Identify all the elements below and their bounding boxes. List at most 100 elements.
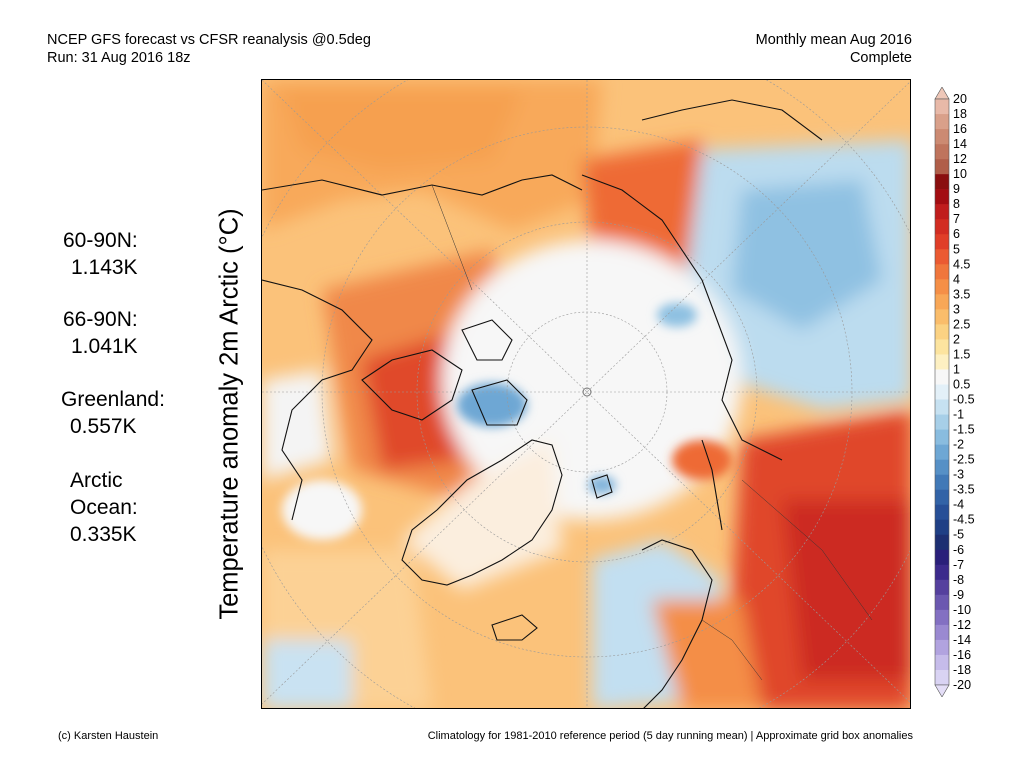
small-anomalies xyxy=(282,303,732,540)
chart-header-right: Monthly mean Aug 2016 Complete xyxy=(756,31,912,67)
color-bar-label: -18 xyxy=(953,663,971,677)
chart-header-left: NCEP GFS forecast vs CFSR reanalysis @0.… xyxy=(47,31,371,67)
color-bar-swatch xyxy=(935,204,949,220)
color-bar-label: 12 xyxy=(953,152,967,166)
model-title: NCEP GFS forecast vs CFSR reanalysis @0.… xyxy=(47,32,371,48)
coastlines xyxy=(262,99,823,708)
color-bar-swatch xyxy=(935,609,949,626)
color-bar-label: -0.5 xyxy=(953,393,975,407)
color-bar-label: 9 xyxy=(953,182,960,196)
color-bar-swatch xyxy=(935,159,949,175)
color-bar-swatch xyxy=(935,114,949,130)
footnote: Climatology for 1981-2010 reference peri… xyxy=(427,730,913,742)
status-label: Complete xyxy=(849,50,912,66)
color-bar-label: 1.5 xyxy=(953,347,970,361)
color-bar-swatch xyxy=(935,99,949,115)
island-coast xyxy=(361,349,463,421)
color-bar-label: 8 xyxy=(953,197,960,211)
stat-label: 60-90N: xyxy=(63,229,138,252)
color-bar-label: -2 xyxy=(953,438,964,452)
color-bar-label: -6 xyxy=(953,543,964,557)
color-bar-swatch xyxy=(935,219,949,235)
color-bar-label: -7 xyxy=(953,558,964,572)
stat-66-90n: 66-90N: 1.041K xyxy=(63,306,138,360)
color-bar-swatch xyxy=(935,459,949,475)
color-bar-label: 16 xyxy=(953,122,967,136)
anomaly-region-cold xyxy=(732,180,882,330)
color-bar-label: -20 xyxy=(953,678,971,692)
copyright: (c) Karsten Haustein xyxy=(58,730,159,742)
color-bar-swatch xyxy=(935,189,949,205)
stat-value: 1.143K xyxy=(71,256,138,279)
color-bar-swatch xyxy=(935,549,949,566)
color-bar-label: 2.5 xyxy=(953,317,970,331)
run-time: Run: 31 Aug 2016 18z xyxy=(47,50,191,66)
anomaly-region-neutral xyxy=(402,440,562,590)
color-bar-swatch xyxy=(935,579,949,596)
iceland-coast xyxy=(491,614,538,641)
anomaly-blob xyxy=(282,480,362,540)
scandinavia-coast xyxy=(641,539,713,708)
stat-label-2: Ocean: xyxy=(70,496,138,519)
north-america-coast xyxy=(262,174,583,196)
color-bar-label: 7 xyxy=(953,212,960,226)
color-bar-label: 2 xyxy=(953,332,960,346)
color-bar-swatch xyxy=(935,264,949,280)
color-bar-label: -10 xyxy=(953,603,971,617)
color-bar-swatch xyxy=(935,429,949,445)
color-bar-swatch xyxy=(935,324,949,340)
stat-label: Arctic xyxy=(70,469,123,492)
stat-60-90n: 60-90N: 1.143K xyxy=(63,227,138,281)
color-bar-swatch xyxy=(935,309,949,325)
color-bar-swatch xyxy=(935,444,949,460)
color-bar-swatch xyxy=(935,174,949,190)
color-bar-label: -5 xyxy=(953,528,964,542)
color-bar-swatch xyxy=(935,294,949,310)
anomaly-region-warm xyxy=(782,500,910,680)
siberia-coast xyxy=(641,99,823,141)
color-bar-label: -9 xyxy=(953,588,964,602)
color-bar-label: 10 xyxy=(953,167,967,181)
color-bar-swatch xyxy=(935,414,949,430)
color-bar-swatch xyxy=(935,654,949,671)
color-bar-label: -8 xyxy=(953,573,964,587)
color-bar-swatch xyxy=(935,489,949,505)
novaya-zemlya-coast xyxy=(701,439,723,531)
vertical-axis-title: Temperature anomaly 2m Arctic (°C) xyxy=(215,208,244,620)
border xyxy=(431,184,473,291)
stat-value: 0.335K xyxy=(70,523,137,546)
color-bar-label: -1.5 xyxy=(953,423,975,437)
color-bar-swatch xyxy=(935,564,949,581)
color-bar-swatch xyxy=(935,624,949,641)
stat-arctic-ocean: Arctic Ocean: 0.335K xyxy=(70,467,138,548)
anomaly-region-warm xyxy=(652,600,762,708)
borders xyxy=(431,184,873,681)
color-bar-label: -12 xyxy=(953,618,971,632)
color-bar-label: 5 xyxy=(953,242,960,256)
color-bar-label: 18 xyxy=(953,107,967,121)
greenland-coast xyxy=(401,439,563,586)
color-bar-label: -2.5 xyxy=(953,453,975,467)
color-bar-bottom-arrow xyxy=(934,684,950,698)
color-bar-label: -4 xyxy=(953,498,964,512)
color-bar-swatch xyxy=(935,504,949,521)
stat-label: 66-90N: xyxy=(63,308,138,331)
stat-label: Greenland: xyxy=(61,388,165,411)
color-bar-top-arrow xyxy=(934,86,950,100)
color-bar-swatch xyxy=(935,669,949,686)
color-bar-swatch xyxy=(935,234,949,250)
color-bar-swatch xyxy=(935,384,949,400)
color-bar-swatch xyxy=(935,249,949,265)
hudson-coast xyxy=(262,279,373,521)
stat-value: 0.557K xyxy=(70,415,137,438)
border xyxy=(701,619,763,681)
color-bar-label: 1 xyxy=(953,362,960,376)
color-bar-label: 3 xyxy=(953,302,960,316)
siberia-coast xyxy=(581,174,783,461)
border xyxy=(741,479,873,621)
color-bar-label: -14 xyxy=(953,633,971,647)
island-coast xyxy=(471,379,528,426)
anomaly-map xyxy=(261,79,911,709)
anomaly-region-warm xyxy=(282,90,522,170)
